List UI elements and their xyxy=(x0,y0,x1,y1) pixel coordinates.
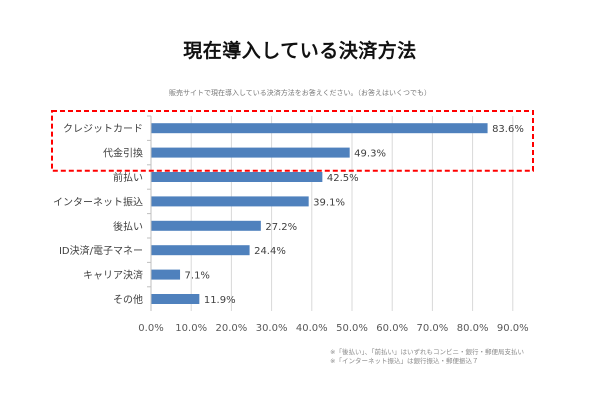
value-label: 24.4% xyxy=(254,246,286,257)
value-label: 39.1% xyxy=(313,197,345,208)
value-label: 42.5% xyxy=(327,173,359,184)
category-label: 代金引換 xyxy=(103,147,143,160)
value-label: 7.1% xyxy=(185,271,210,282)
x-tick-label: 40.0% xyxy=(296,323,328,334)
footnote: ※「インターネット振込」は銀行振込・郵便振込７ xyxy=(330,357,479,365)
category-label: その他 xyxy=(113,293,143,306)
value-label: 11.9% xyxy=(204,295,236,306)
category-label: キャリア決済 xyxy=(83,269,143,282)
bar xyxy=(151,269,181,280)
value-label: 27.2% xyxy=(265,222,297,233)
chart-subtitle: 販売サイトで現在導入している決済方法をお答えください。（お答えはいくつでも） xyxy=(168,89,432,97)
x-tick-label: 20.0% xyxy=(216,323,248,334)
bar xyxy=(151,220,261,231)
category-label: クレジットカード xyxy=(63,123,143,135)
x-tick-label: 0.0% xyxy=(138,323,163,334)
bar xyxy=(151,147,350,158)
bar xyxy=(151,123,488,134)
category-label: 後払い xyxy=(113,220,143,233)
highlight-box xyxy=(51,110,534,172)
x-tick-label: 70.0% xyxy=(417,323,449,334)
category-label: 前払い xyxy=(113,171,143,184)
value-labels: 83.6% 49.3% 42.5% 39.1% 27.2% 24.4% 7.1% 11.9% xyxy=(185,124,524,306)
x-tick-label: 30.0% xyxy=(256,323,288,334)
value-label: 49.3% xyxy=(354,149,386,160)
category-label: インターネット振込 xyxy=(53,195,143,208)
x-tick-label: 60.0% xyxy=(376,323,408,334)
x-tick-label: 50.0% xyxy=(336,323,368,334)
value-label: 83.6% xyxy=(492,124,524,135)
x-tick-label: 90.0% xyxy=(497,323,529,334)
bar xyxy=(151,172,323,182)
bar xyxy=(151,196,309,207)
gridlines xyxy=(147,115,514,311)
x-tick-label: 80.0% xyxy=(457,323,489,334)
x-tick-label: 10.0% xyxy=(175,323,207,334)
footnote: ※「後払い」、「前払い」はいずれもコンビニ・銀行・郵便局支払い xyxy=(330,348,524,356)
bar xyxy=(151,294,200,304)
footnotes: ※「後払い」、「前払い」はいずれもコンビニ・銀行・郵便局支払い ※「インターネッ… xyxy=(330,348,524,366)
bars xyxy=(151,123,488,304)
category-label: ID決済/電子マネー xyxy=(59,244,143,257)
x-tick-labels: 0.0% 10.0% 20.0% 30.0% 40.0% 50.0% 60.0% 70.0% 8… xyxy=(138,323,528,334)
bar xyxy=(151,245,250,256)
chart-title: 現在導入している決済方法 xyxy=(183,40,417,62)
